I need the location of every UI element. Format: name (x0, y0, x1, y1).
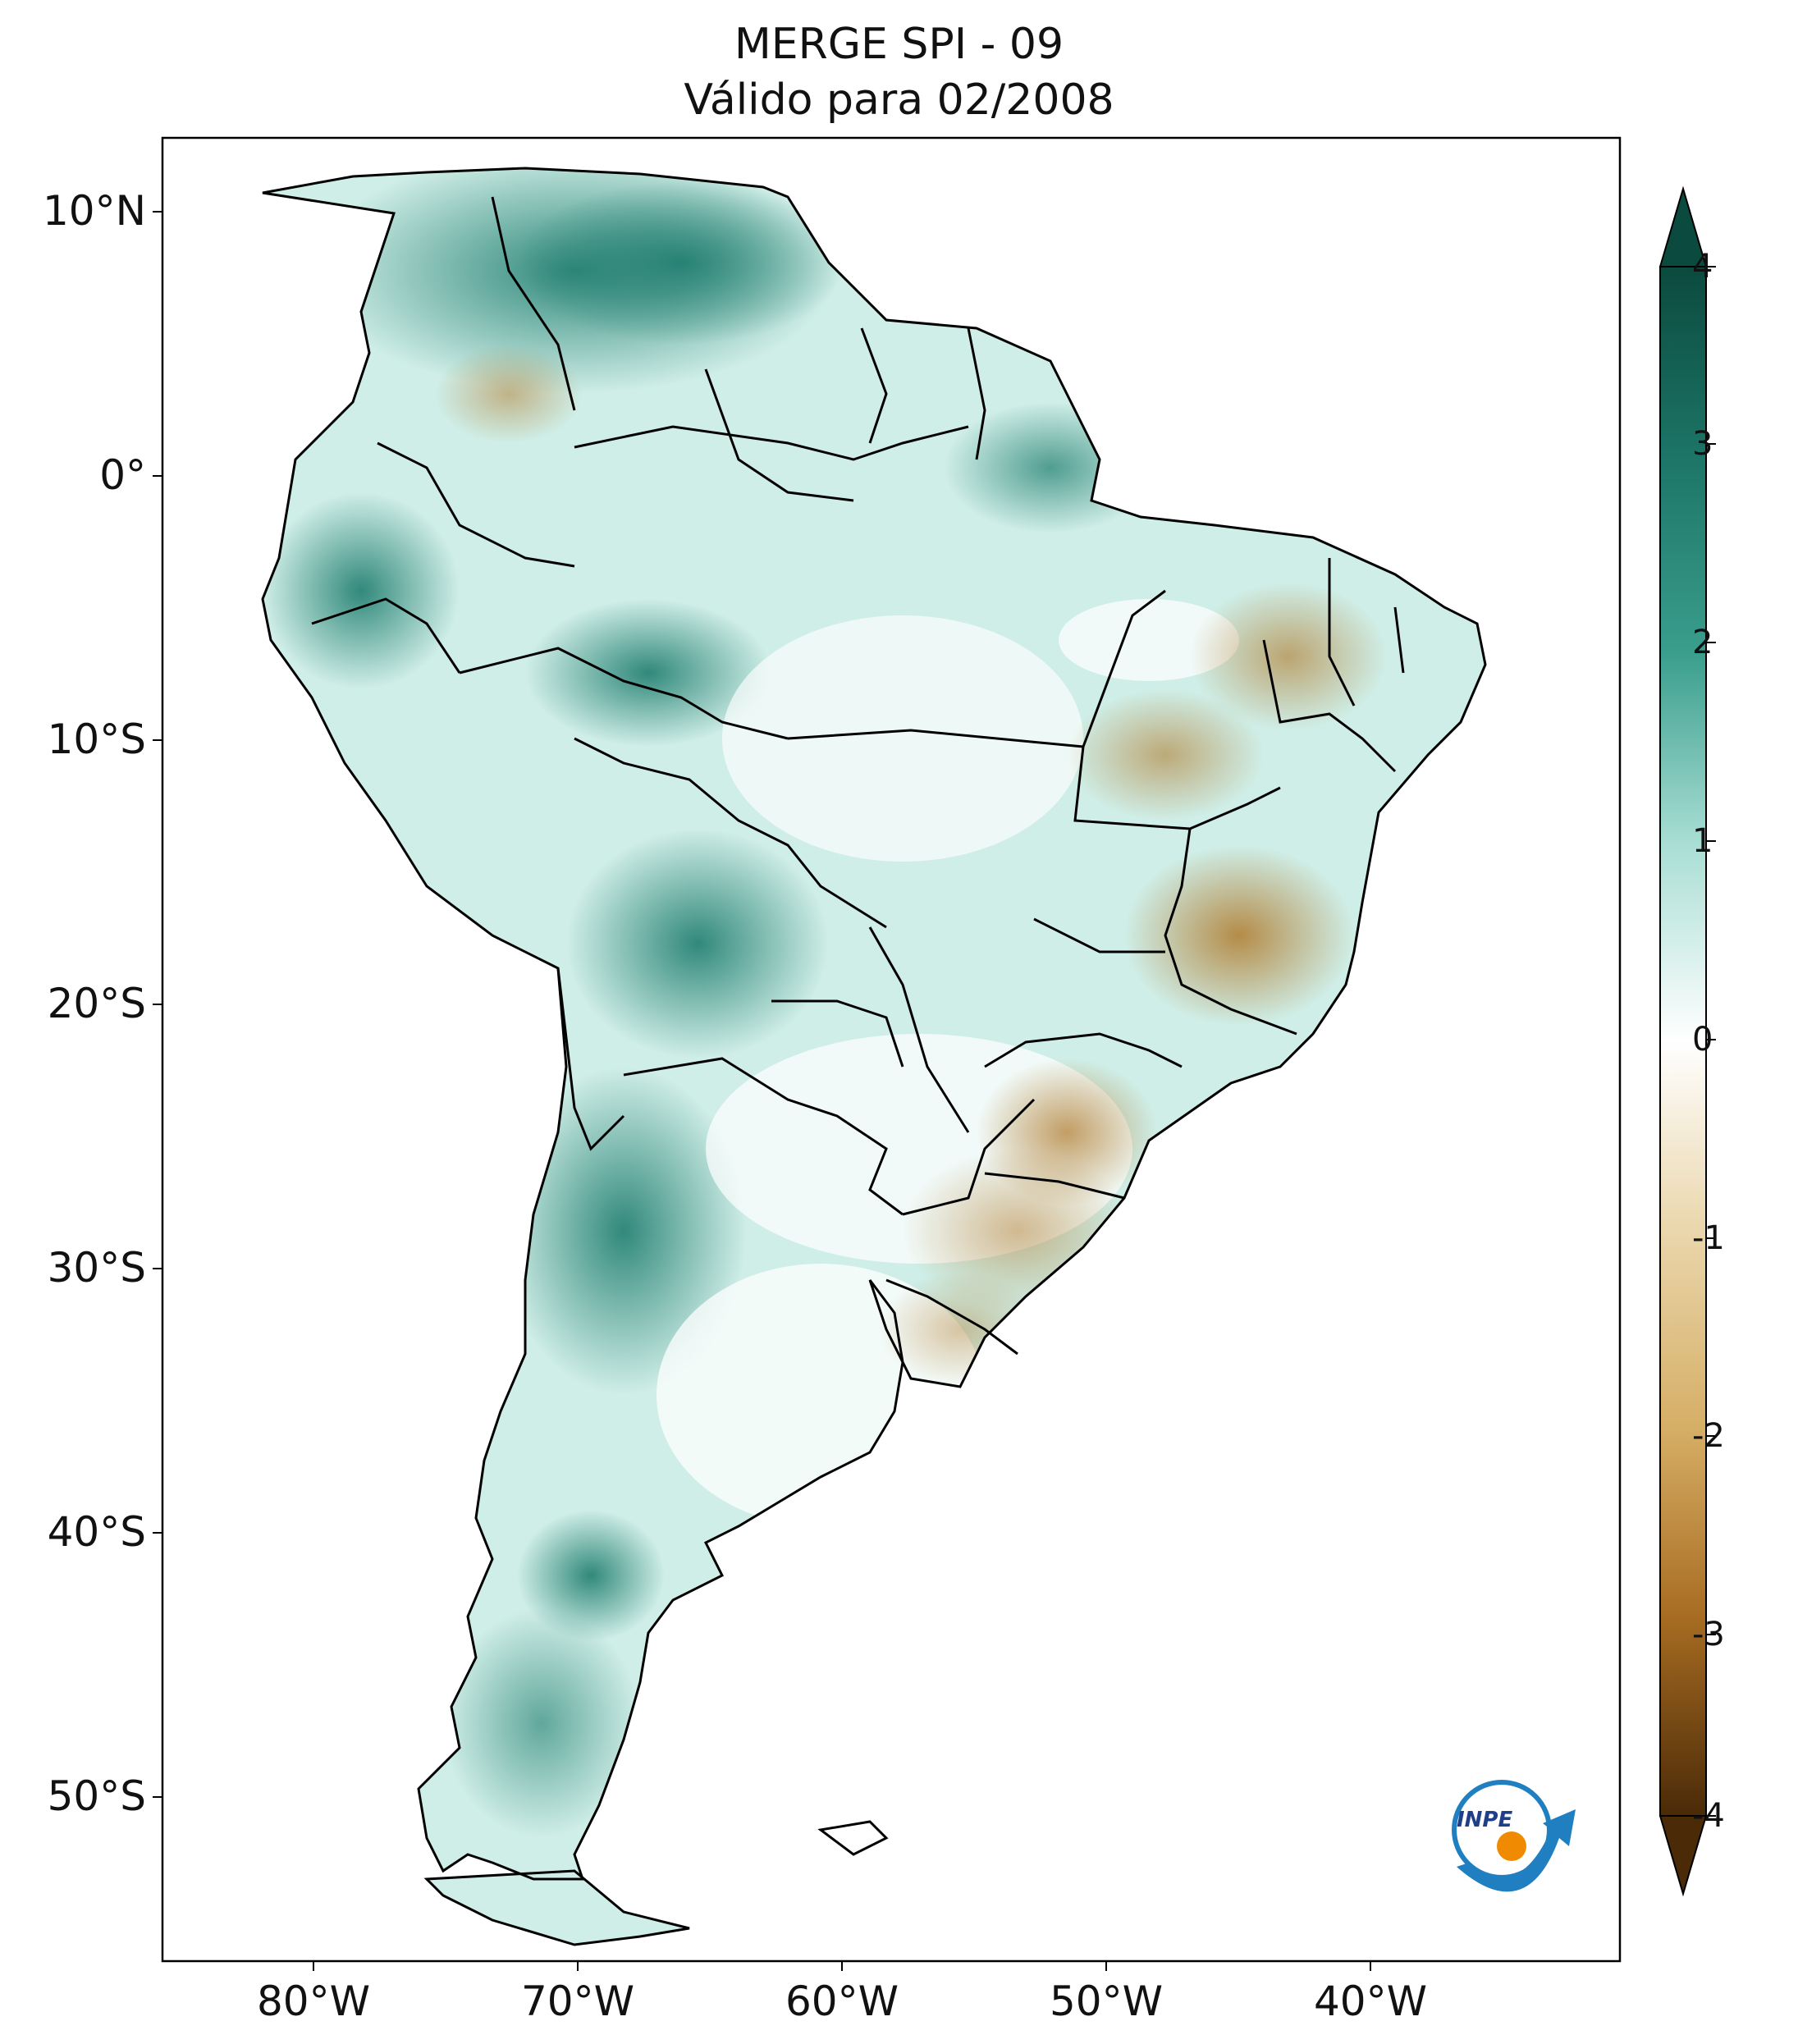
lon-label: 70°W (520, 1978, 635, 2025)
colorbar-ticks (1706, 266, 1716, 1817)
lat-label: 30°S (47, 1244, 146, 1292)
axis-ticks (153, 211, 1371, 1971)
logo-text: INPE (1457, 1808, 1512, 1832)
lon-label: 80°W (256, 1978, 371, 2025)
colorbar-label: 4 (1692, 248, 1713, 286)
colorbar-label: 2 (1692, 624, 1713, 661)
lon-label: 50°W (1049, 1978, 1164, 2025)
lat-label: 20°S (47, 980, 146, 1027)
lat-label: 10°S (47, 716, 146, 763)
country-borders (261, 167, 1487, 1946)
lat-label: 10°N (42, 187, 146, 235)
lat-label: 0° (99, 451, 146, 499)
colorbar-label: -4 (1692, 1797, 1725, 1835)
colorbar-label: 1 (1692, 822, 1713, 860)
lat-label: 40°S (47, 1508, 146, 1556)
lon-label: 40°W (1313, 1978, 1428, 2025)
colorbar-label: -3 (1692, 1616, 1725, 1653)
lon-label: 60°W (785, 1978, 899, 2025)
inpe-logo: INPE (1452, 1780, 1576, 1892)
lat-label: 50°S (47, 1772, 146, 1820)
map-title: MERGE SPI - 09 (734, 20, 1064, 69)
colorbar (1658, 185, 1708, 1897)
colorbar-label: 3 (1692, 425, 1713, 463)
colorbar-label: -1 (1692, 1219, 1725, 1257)
colorbar-label: -2 (1692, 1417, 1725, 1455)
map-subtitle: Válido para 02/2008 (684, 75, 1114, 125)
colorbar-label: 0 (1692, 1021, 1713, 1059)
